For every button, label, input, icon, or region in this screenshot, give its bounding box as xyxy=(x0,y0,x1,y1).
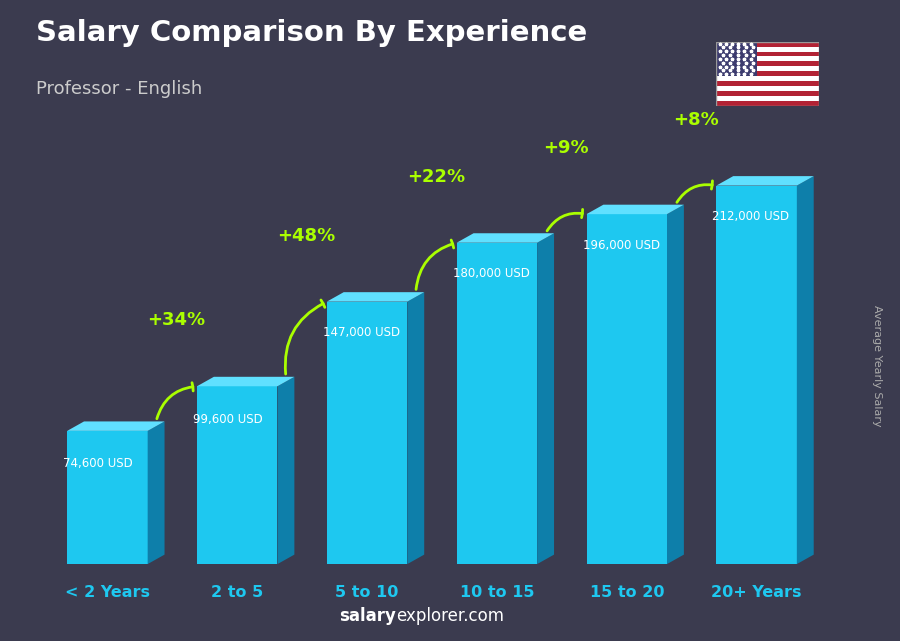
Text: 196,000 USD: 196,000 USD xyxy=(582,238,660,252)
Polygon shape xyxy=(277,377,294,564)
Bar xyxy=(327,302,408,564)
Polygon shape xyxy=(197,377,294,387)
Polygon shape xyxy=(148,421,165,564)
Bar xyxy=(716,186,796,564)
Text: 15 to 20: 15 to 20 xyxy=(590,585,664,600)
Bar xyxy=(456,243,537,564)
Polygon shape xyxy=(537,233,554,564)
Polygon shape xyxy=(716,176,814,186)
Text: 99,600 USD: 99,600 USD xyxy=(194,413,263,426)
Polygon shape xyxy=(408,292,424,564)
Bar xyxy=(716,51,819,56)
Text: 74,600 USD: 74,600 USD xyxy=(63,458,133,470)
Text: Professor - English: Professor - English xyxy=(36,80,202,98)
Polygon shape xyxy=(456,233,554,243)
Bar xyxy=(716,62,819,66)
Bar xyxy=(716,42,757,76)
Bar xyxy=(716,91,819,96)
Polygon shape xyxy=(796,176,814,564)
Bar xyxy=(716,86,819,91)
Text: +22%: +22% xyxy=(407,168,465,186)
Text: Average Yearly Salary: Average Yearly Salary xyxy=(872,304,883,426)
Bar xyxy=(716,42,819,47)
Text: salary: salary xyxy=(339,607,396,625)
Text: 2 to 5: 2 to 5 xyxy=(212,585,264,600)
Bar xyxy=(716,66,819,71)
Text: Salary Comparison By Experience: Salary Comparison By Experience xyxy=(36,19,587,47)
Text: 212,000 USD: 212,000 USD xyxy=(713,210,789,223)
Text: +8%: +8% xyxy=(673,111,719,129)
Text: < 2 Years: < 2 Years xyxy=(65,585,150,600)
Text: +48%: +48% xyxy=(277,227,336,245)
Polygon shape xyxy=(587,204,684,214)
Text: +34%: +34% xyxy=(148,312,205,329)
Polygon shape xyxy=(68,421,165,431)
Text: 147,000 USD: 147,000 USD xyxy=(323,326,400,339)
Bar xyxy=(716,81,819,86)
Bar xyxy=(68,431,148,564)
Bar xyxy=(197,387,277,564)
Text: +9%: +9% xyxy=(544,139,589,158)
Text: 10 to 15: 10 to 15 xyxy=(460,585,535,600)
Bar xyxy=(716,101,819,106)
Bar xyxy=(716,56,819,62)
Text: 5 to 10: 5 to 10 xyxy=(336,585,399,600)
Polygon shape xyxy=(667,204,684,564)
Bar xyxy=(716,76,819,81)
Polygon shape xyxy=(327,292,424,302)
Text: 180,000 USD: 180,000 USD xyxy=(453,267,529,280)
Bar xyxy=(716,71,819,76)
Text: explorer.com: explorer.com xyxy=(396,607,504,625)
Bar xyxy=(716,47,819,51)
Text: 20+ Years: 20+ Years xyxy=(711,585,802,600)
Bar xyxy=(716,96,819,101)
Bar xyxy=(587,214,667,564)
